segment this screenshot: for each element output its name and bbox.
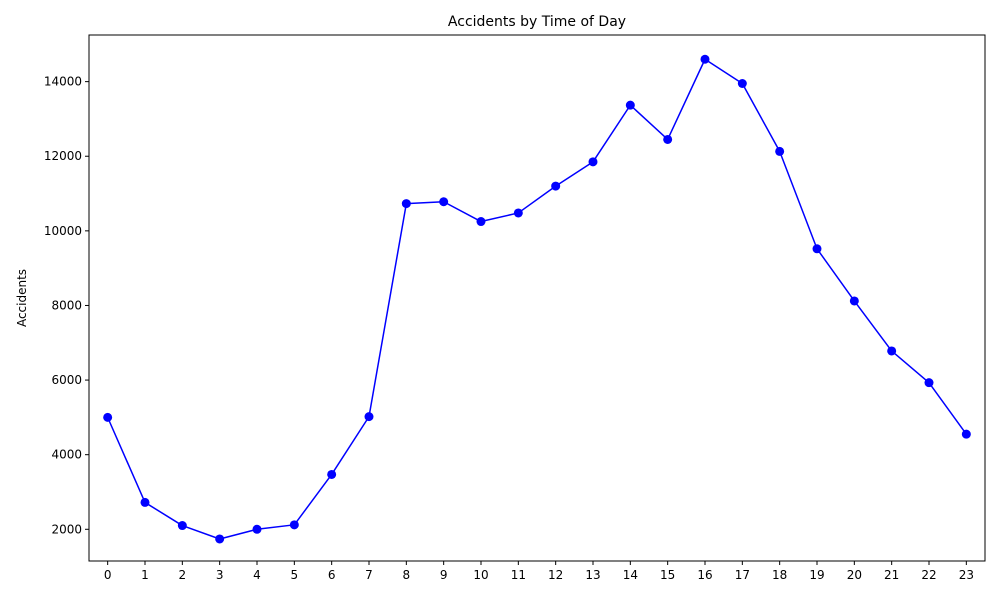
y-tick-label: 2000 (51, 522, 82, 536)
x-tick-label: 18 (772, 568, 787, 582)
x-tick-label: 23 (959, 568, 974, 582)
data-point (215, 534, 225, 544)
data-point (625, 100, 635, 110)
series-line (106, 58, 967, 540)
y-tick-label: 14000 (44, 75, 82, 89)
data-point (252, 524, 262, 534)
x-tick-label: 13 (585, 568, 600, 582)
data-point (663, 134, 673, 144)
data-point (327, 469, 337, 479)
data-point (775, 146, 785, 156)
y-tick-label: 8000 (51, 298, 82, 312)
x-tick-label: 9 (440, 568, 448, 582)
y-tick-label: 6000 (51, 373, 82, 387)
x-tick-label: 19 (809, 568, 824, 582)
x-tick-label: 4 (253, 568, 261, 582)
x-tick-label: 16 (697, 568, 712, 582)
data-point (700, 54, 710, 64)
x-tick-label: 22 (921, 568, 936, 582)
x-tick-label: 0 (104, 568, 112, 582)
data-point (177, 521, 187, 531)
data-point (887, 346, 897, 356)
x-tick-label: 8 (403, 568, 411, 582)
axes-frame (88, 34, 986, 562)
data-point (588, 157, 598, 167)
y-tick-label: 12000 (44, 149, 82, 163)
x-tick-label: 3 (216, 568, 224, 582)
data-point (551, 181, 561, 191)
x-tick-label: 21 (884, 568, 899, 582)
x-tick-label: 15 (660, 568, 675, 582)
x-tick-label: 14 (623, 568, 638, 582)
x-tick-label: 5 (291, 568, 299, 582)
data-point (140, 497, 150, 507)
plot-area: 0 1 2 3 4 5 6 7 8 9 10 11 12 13 14 15 16 17 18 19 20 21 22 2320… (44, 54, 974, 582)
data-point (737, 78, 747, 88)
data-point (961, 429, 971, 439)
data-point (103, 412, 113, 422)
data-point (289, 520, 299, 530)
data-point (401, 199, 411, 209)
data-point (439, 197, 449, 207)
data-point (364, 412, 374, 422)
x-tick-label: 7 (365, 568, 373, 582)
x-tick-label: 2 (179, 568, 187, 582)
y-tick-label: 10000 (44, 224, 82, 238)
x-tick-label: 6 (328, 568, 336, 582)
x-tick-label: 17 (735, 568, 750, 582)
x-tick-label: 11 (511, 568, 526, 582)
x-tick-label: 20 (847, 568, 862, 582)
y-axis-label: Accidents (15, 269, 29, 327)
chart-title: Accidents by Time of Day (448, 14, 626, 30)
data-point (849, 296, 859, 306)
x-tick-label: 1 (141, 568, 149, 582)
x-tick-label: 10 (473, 568, 488, 582)
data-point (812, 244, 822, 254)
y-tick-label: 4000 (51, 448, 82, 462)
x-tick-label: 12 (548, 568, 563, 582)
data-point (513, 208, 523, 218)
data-point (476, 217, 486, 227)
data-point (924, 378, 934, 388)
